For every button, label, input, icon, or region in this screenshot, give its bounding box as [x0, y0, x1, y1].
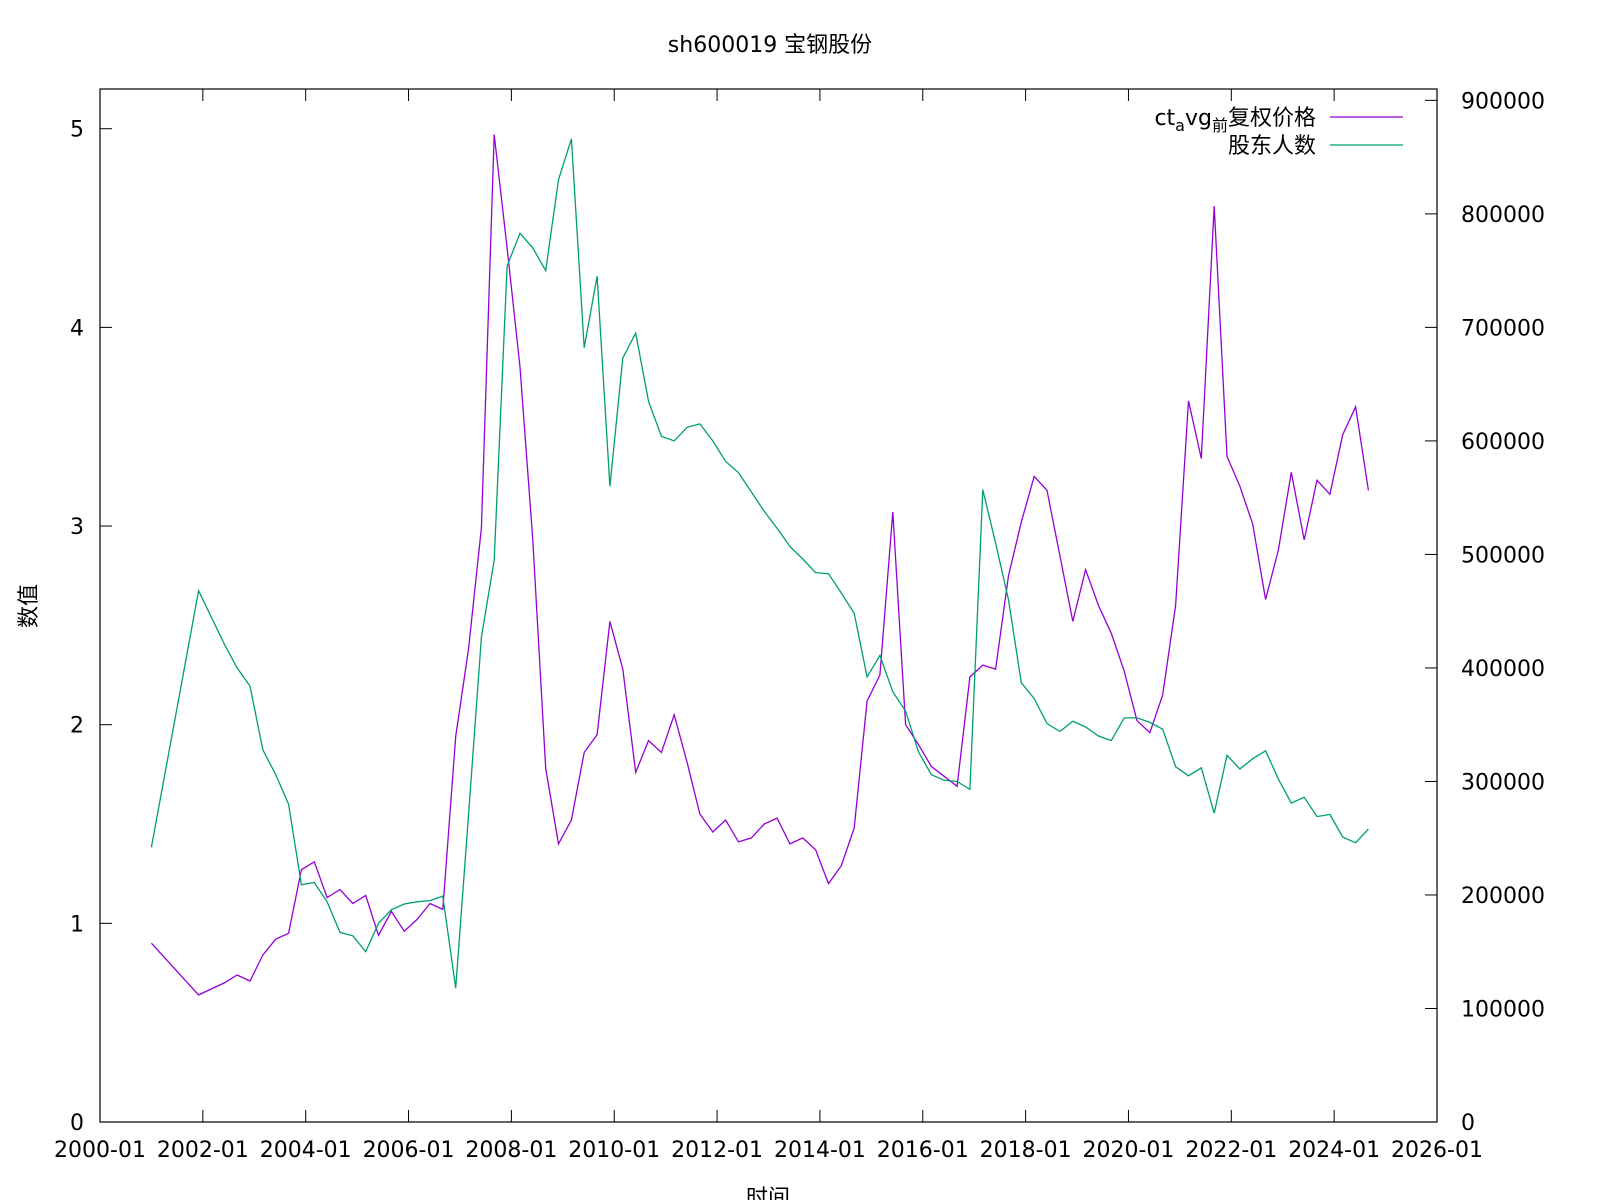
x-tick-label: 2024-01 — [1288, 1138, 1380, 1163]
legend-label-holders: 股东人数 — [1228, 134, 1316, 159]
legend-label-part-mid: vg — [1185, 106, 1212, 131]
x-tick-label: 2010-01 — [568, 1138, 660, 1163]
x-tick-label: 2022-01 — [1185, 1138, 1277, 1163]
y-tick-label: 2 — [70, 714, 84, 739]
y2-tick-label: 0 — [1461, 1111, 1475, 1136]
y-tick-label: 1 — [70, 912, 84, 937]
x-tick-label: 2016-01 — [877, 1138, 969, 1163]
x-tick-label: 2004-01 — [260, 1138, 352, 1163]
y2-axis-ticks: 0 100000 200000 300000 400000 500000 600000 700… — [1425, 89, 1545, 1136]
legend-label-part-tail: 复权价格 — [1228, 106, 1316, 131]
plot-frame — [99, 88, 1438, 1123]
x-axis-ticks: 2000-01 2002-01 2004-01 2006-01 2008-01 2010-… — [54, 89, 1483, 1163]
y2-tick-label: 600000 — [1461, 430, 1545, 455]
x-tick-label: 2018-01 — [980, 1138, 1072, 1163]
y-axis-ticks: 0 1 2 3 4 5 — [70, 118, 112, 1136]
x-tick-label: 2014-01 — [774, 1138, 866, 1163]
legend-label-part-sub2: 前 — [1212, 116, 1228, 135]
legend-label-part-base: ct — [1154, 106, 1175, 131]
legend-label-price: ctavg前复权价格 — [1154, 106, 1316, 135]
x-tick-label: 2002-01 — [157, 1138, 249, 1163]
y2-tick-label: 100000 — [1461, 997, 1545, 1022]
x-axis-label: 时间 — [746, 1186, 790, 1200]
y-axis-label: 数值 — [17, 584, 42, 628]
y2-tick-label: 800000 — [1461, 203, 1545, 228]
series-line-1 — [150, 138, 1369, 989]
x-tick-label: 2026-01 — [1391, 1138, 1483, 1163]
x-tick-label: 2012-01 — [671, 1138, 763, 1163]
x-tick-label: 2006-01 — [363, 1138, 455, 1163]
y2-tick-label: 900000 — [1461, 89, 1545, 114]
legend-label-part-sub1: a — [1175, 116, 1185, 135]
chart-title: sh600019 宝钢股份 — [668, 33, 872, 58]
y-tick-label: 4 — [70, 316, 84, 341]
series-line-0 — [150, 134, 1370, 996]
y2-tick-label: 300000 — [1461, 770, 1545, 795]
y2-tick-label: 700000 — [1461, 316, 1545, 341]
y2-tick-label: 400000 — [1461, 657, 1545, 682]
y-tick-label: 5 — [70, 118, 84, 143]
y-tick-label: 0 — [70, 1111, 84, 1136]
x-tick-label: 2020-01 — [1083, 1138, 1175, 1163]
x-tick-label: 2008-01 — [465, 1138, 557, 1163]
y-tick-label: 3 — [70, 515, 84, 540]
x-tick-label: 2000-01 — [54, 1138, 146, 1163]
y2-tick-label: 500000 — [1461, 543, 1545, 568]
y2-tick-label: 200000 — [1461, 884, 1545, 909]
series-lines — [150, 134, 1370, 996]
